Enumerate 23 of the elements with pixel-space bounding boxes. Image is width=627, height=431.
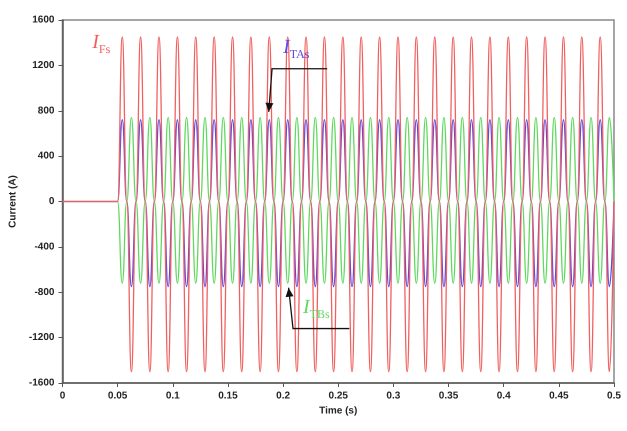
y-tick-label: -1600	[28, 378, 55, 388]
y-tick-label: 1200	[32, 60, 55, 71]
y-tick-label: -1200	[28, 332, 55, 344]
x-tick-label: 0.45	[549, 390, 570, 402]
y-tick-label: 800	[38, 105, 55, 116]
y-axis-title: Current (A)	[8, 175, 18, 228]
x-tick-label: 0.4	[496, 390, 512, 402]
y-tick-label: -400	[34, 241, 55, 252]
series-label: I$_{Fs}$	[92, 30, 110, 56]
x-tick-label: 0.35	[438, 390, 459, 402]
x-tick-label: 0.1	[166, 390, 180, 402]
x-tick-label: 0.2	[276, 390, 290, 402]
x-tick-label: 0	[60, 390, 66, 402]
y-tick-label: -800	[34, 286, 55, 298]
y-tick-label: 0	[48, 196, 55, 207]
x-tick-label: 0.25	[328, 390, 348, 402]
y-tick-label: 400	[38, 150, 55, 162]
x-axis-title: Time (s)	[319, 405, 358, 416]
x-tick-label: 0.3	[386, 390, 401, 402]
x-tick-label: 0.05	[108, 390, 128, 402]
y-tick-label: 1600	[32, 14, 55, 26]
x-tick-label: 0.15	[218, 390, 238, 402]
x-tick-label: 0.5	[607, 390, 622, 402]
